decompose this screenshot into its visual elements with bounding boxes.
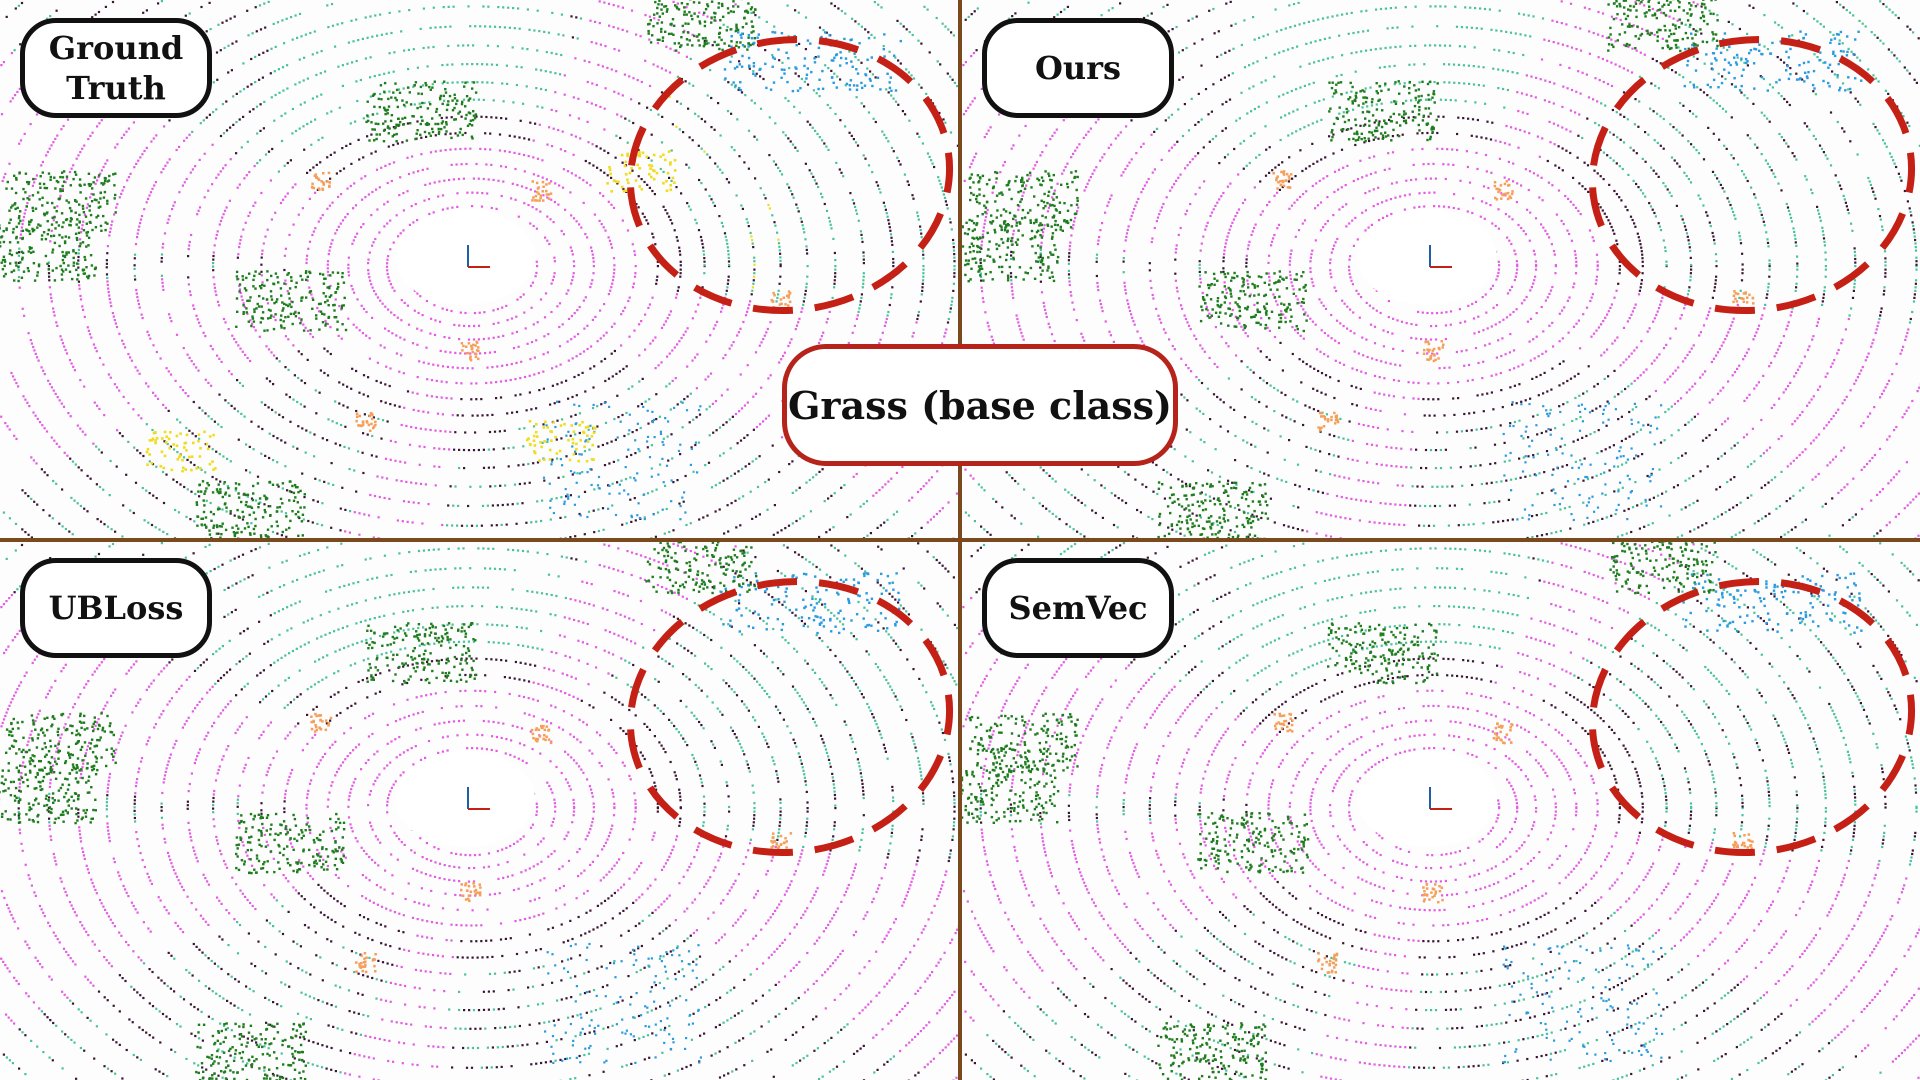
panel-semvec: SemVec	[962, 542, 1920, 1080]
panel-ground-truth: Ground Truth	[0, 0, 958, 538]
panel-label-ubloss: UBLoss	[20, 558, 212, 658]
panel-ubloss: UBLoss	[0, 542, 958, 1080]
panel-label-semvec: SemVec	[982, 558, 1174, 658]
panel-label-ground-truth: Ground Truth	[20, 18, 212, 118]
horizontal-divider	[0, 538, 1920, 542]
center-label: Grass (base class)	[782, 344, 1178, 466]
panel-label-ours: Ours	[982, 18, 1174, 118]
pointcloud-ubloss	[0, 542, 958, 1080]
